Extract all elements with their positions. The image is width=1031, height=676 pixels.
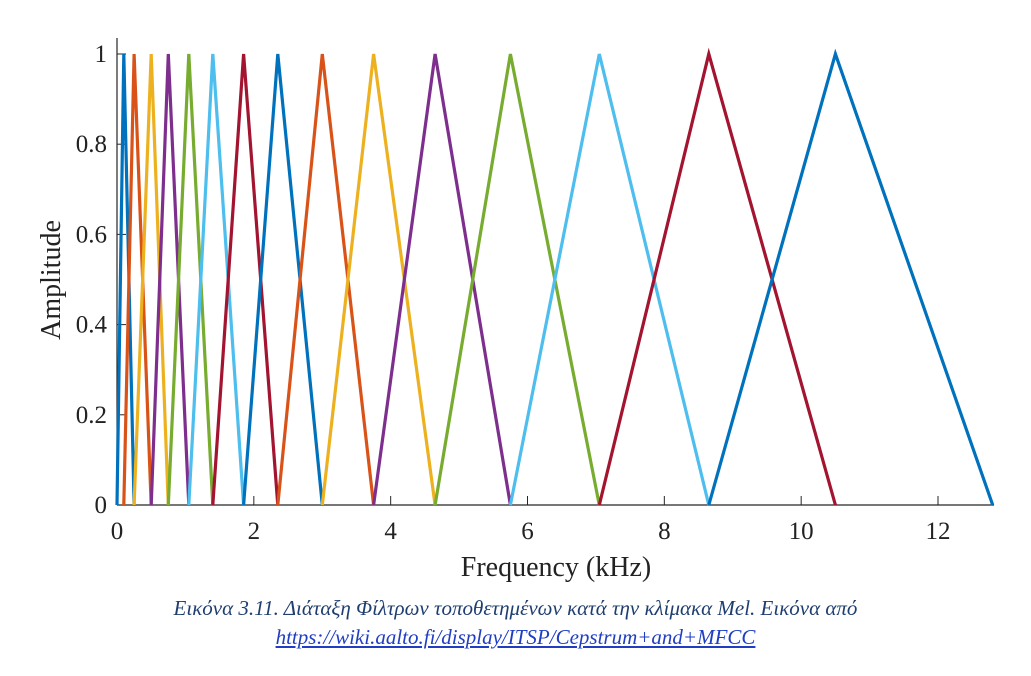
filter-2-line [122, 53, 153, 506]
y-tick-label: 0 [95, 492, 108, 519]
y-axis-ticks: 0 0.2 0.4 0.6 0.8 1 [76, 41, 126, 519]
filter-12-line [433, 53, 601, 506]
figure-caption-link-line: https://wiki.aalto.fi/display/ITSP/Cepst… [0, 623, 1031, 651]
y-tick-label: 0.4 [76, 312, 108, 339]
source-link[interactable]: https://wiki.aalto.fi/display/ITSP/Cepst… [275, 625, 756, 649]
filter-3-line [132, 53, 170, 506]
filter-8-line [242, 53, 324, 506]
figure-caption: Εικόνα 3.11. Διάταξη Φίλτρων τοποθετημέν… [173, 596, 858, 620]
x-axis-label: Frequency (kHz) [461, 552, 651, 583]
filter-6-line [187, 53, 246, 506]
filter-13-line [508, 53, 711, 506]
y-tick-label: 0.2 [76, 402, 107, 429]
x-tick-label: 6 [521, 518, 534, 545]
filter-4-line [149, 53, 191, 506]
y-tick-label: 1 [95, 41, 108, 68]
x-tick-label: 2 [248, 518, 261, 545]
x-tick-label: 10 [789, 518, 814, 545]
filter-10-line [320, 53, 437, 506]
x-tick-label: 12 [926, 518, 951, 545]
filter-5-line [166, 53, 215, 506]
chart: 0 2 4 6 8 10 12 0 0.2 0.4 0.6 0.8 1 Frequency (kHz)… [36, 38, 995, 583]
filter-11-line [372, 53, 512, 506]
x-tick-label: 8 [658, 518, 671, 545]
y-tick-label: 0.6 [76, 221, 107, 248]
series-layer [115, 47, 995, 506]
x-axis-ticks: 0 2 4 6 8 10 12 [111, 496, 951, 545]
y-axis-label: Amplitude [36, 220, 67, 340]
filter-14-line [597, 47, 837, 506]
filter-1-line [115, 53, 136, 506]
y-tick-label: 0.8 [76, 131, 107, 158]
filter-7-line [211, 53, 280, 506]
x-tick-label: 0 [111, 518, 124, 545]
filter-9-line [276, 53, 376, 506]
filter-15-line [707, 48, 995, 506]
x-tick-label: 4 [384, 518, 397, 545]
